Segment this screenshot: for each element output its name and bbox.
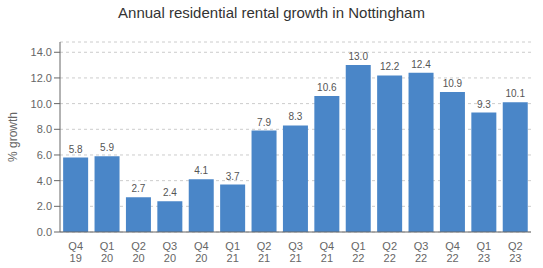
svg-text:Q222: Q222 — [382, 240, 397, 264]
svg-text:10.9: 10.9 — [443, 78, 463, 89]
svg-text:2.7: 2.7 — [131, 183, 145, 194]
svg-text:Q221: Q221 — [257, 240, 272, 264]
html-text:Annual residential rental grow: Annual residential rental growth in Nott… — [118, 4, 425, 21]
svg-text:10.0: 10.0 — [31, 98, 52, 110]
svg-text:4.0: 4.0 — [37, 175, 52, 187]
svg-text:2.0: 2.0 — [37, 200, 52, 212]
svg-text:Q223: Q223 — [508, 240, 523, 264]
svg-text:7.9: 7.9 — [257, 117, 271, 128]
svg-text:3.7: 3.7 — [226, 171, 240, 182]
svg-text:5.9: 5.9 — [100, 142, 114, 153]
svg-text:14.0: 14.0 — [31, 46, 52, 58]
svg-text:Q121: Q121 — [225, 240, 240, 264]
svg-text:13.0: 13.0 — [349, 51, 369, 62]
svg-text:Q120: Q120 — [100, 240, 115, 264]
svg-text:5.8: 5.8 — [69, 144, 83, 155]
svg-text:12.0: 12.0 — [31, 72, 52, 84]
svg-text:Q122: Q122 — [351, 240, 366, 264]
svg-text:2.4: 2.4 — [163, 187, 177, 198]
svg-text:% growth: % growth — [8, 112, 20, 162]
svg-text:Q421: Q421 — [320, 240, 335, 264]
svg-text:Q220: Q220 — [131, 240, 146, 264]
svg-text:10.1: 10.1 — [506, 88, 526, 99]
svg-text:10.6: 10.6 — [317, 82, 337, 93]
svg-text:Q422: Q422 — [445, 240, 460, 264]
svg-text:12.4: 12.4 — [411, 59, 431, 70]
svg-text:Q419: Q419 — [68, 240, 83, 264]
svg-text:Q420: Q420 — [194, 240, 209, 264]
svg-text:Q123: Q123 — [477, 240, 492, 264]
svg-text:0.0: 0.0 — [37, 226, 52, 238]
svg-text:4.1: 4.1 — [194, 165, 208, 176]
svg-text:Q322: Q322 — [414, 240, 429, 264]
svg-text:12.2: 12.2 — [380, 61, 400, 72]
svg-text:Q320: Q320 — [163, 240, 178, 264]
svg-text:8.0: 8.0 — [37, 123, 52, 135]
svg-text:9.3: 9.3 — [477, 99, 491, 110]
svg-text:Q321: Q321 — [288, 240, 303, 264]
svg-text:6.0: 6.0 — [37, 149, 52, 161]
svg-text:8.3: 8.3 — [288, 111, 302, 122]
